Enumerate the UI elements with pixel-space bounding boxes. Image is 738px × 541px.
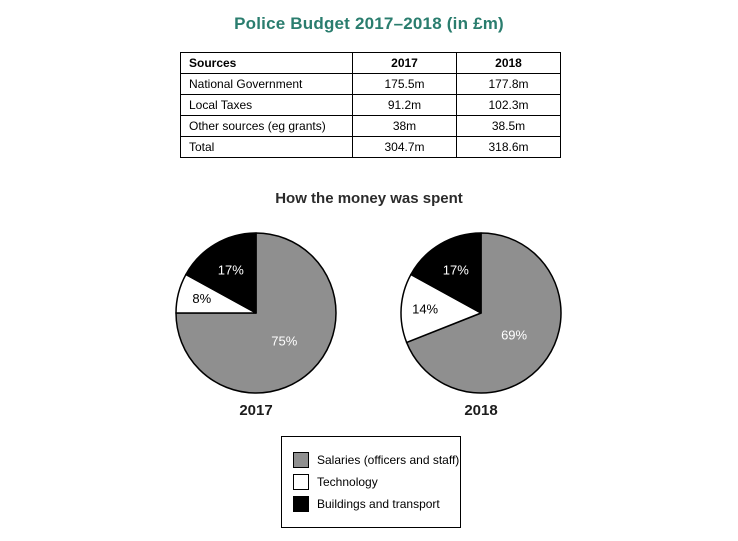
legend-item-salaries: Salaries (officers and staff) [293,452,459,468]
cell-2017: 175.5m [352,73,457,95]
pie-year-label-2017: 2017 [239,402,273,419]
cell-source: Local Taxes [180,94,353,116]
legend-label: Technology [317,475,378,489]
budget-table: Sources 2017 2018 National Government 17… [180,52,561,158]
col-header-2018: 2018 [456,52,561,74]
cell-2018: 177.8m [456,73,561,95]
legend-item-buildings: Buildings and transport [293,496,449,512]
pie-slice-technology [400,273,482,344]
table-row: Other sources (eg grants) 38m 38.5m [180,115,561,137]
legend-label: Salaries (officers and staff) [317,453,460,467]
table-row: Local Taxes 91.2m 102.3m [180,94,561,116]
pie-slice-salaries-officers-and-staff [405,232,562,394]
pie-percent-label: 14% [412,301,438,316]
pie-chart-2018: 69% 14% 17% [400,232,562,394]
legend-label: Buildings and transport [317,497,440,511]
col-header-2017: 2017 [352,52,457,74]
pie-percent-label: 17% [443,262,469,277]
chart-subtitle: How the money was spent [275,190,463,207]
table-row: National Government 175.5m 177.8m [180,73,561,95]
legend-swatch-salaries [293,452,309,468]
legend-item-technology: Technology [293,474,449,490]
table-row-total: Total 304.7m 318.6m [180,136,561,158]
cell-2018: 102.3m [456,94,561,116]
legend-box: Salaries (officers and staff) Technology… [281,436,461,528]
cell-2017: 304.7m [352,136,457,158]
pie-percent-label: 75% [271,333,297,348]
legend-swatch-technology [293,474,309,490]
pie-slice-buildings-and-transport [185,232,257,314]
table-header-row: Sources 2017 2018 [180,52,561,74]
cell-source: National Government [180,73,353,95]
page-title: Police Budget 2017–2018 (in £m) [234,14,504,33]
col-header-sources: Sources [180,52,353,74]
pie-year-label-2018: 2018 [464,402,498,419]
pie-chart-2017: 75% 8% 17% [175,232,337,394]
pie-percent-label: 17% [218,262,244,277]
pie-percent-label: 8% [192,291,211,306]
pie-slice-buildings-and-transport [410,232,482,314]
cell-2017: 91.2m [352,94,457,116]
cell-2018: 318.6m [456,136,561,158]
cell-2017: 38m [352,115,457,137]
pie-percent-label: 69% [501,327,527,342]
cell-2018: 38.5m [456,115,561,137]
cell-source: Total [180,136,353,158]
cell-source: Other sources (eg grants) [180,115,353,137]
legend-swatch-buildings [293,496,309,512]
